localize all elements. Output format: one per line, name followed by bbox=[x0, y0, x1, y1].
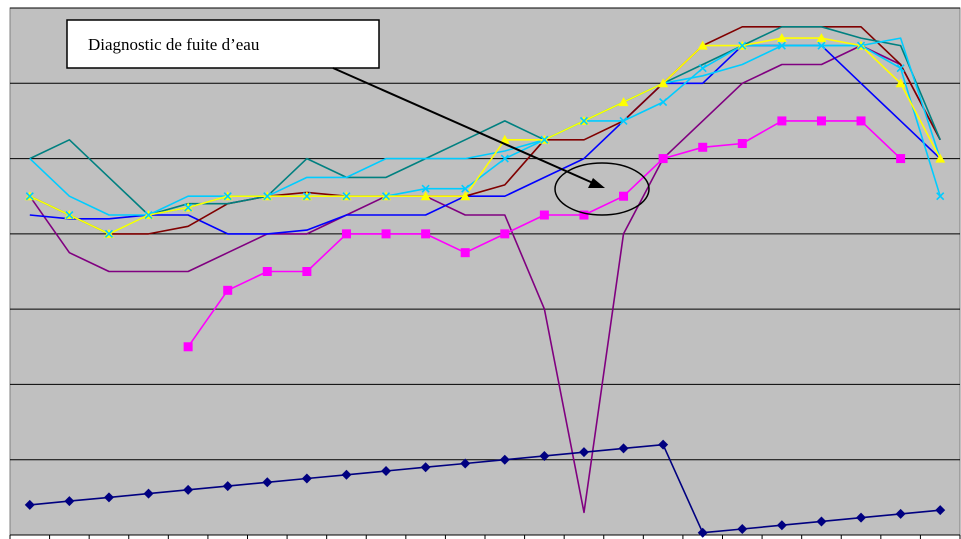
series-line bbox=[29, 26, 941, 216]
annotation-box bbox=[66, 19, 380, 69]
series-line bbox=[29, 37, 941, 235]
data-point bbox=[579, 210, 589, 220]
data-point bbox=[341, 469, 352, 480]
data-point bbox=[539, 450, 550, 461]
data-point bbox=[301, 473, 312, 484]
data-point bbox=[460, 248, 470, 258]
annotation-arrow bbox=[332, 67, 594, 184]
data-point bbox=[777, 41, 786, 50]
data-point bbox=[381, 466, 392, 477]
gridlines bbox=[10, 7, 960, 461]
data-point bbox=[658, 439, 669, 450]
data-point bbox=[698, 142, 708, 152]
annotation-callout: Diagnostic de fuite d’eau bbox=[66, 19, 650, 216]
data-point bbox=[816, 116, 826, 126]
data-point bbox=[302, 267, 312, 276]
data-point bbox=[856, 41, 866, 50]
data-point bbox=[103, 492, 114, 503]
data-point bbox=[341, 229, 351, 239]
data-point bbox=[420, 191, 431, 201]
data-point bbox=[420, 462, 431, 473]
data-point bbox=[895, 78, 906, 88]
data-point bbox=[25, 192, 34, 201]
data-point bbox=[461, 184, 470, 193]
data-point bbox=[776, 33, 787, 43]
data-point bbox=[618, 443, 629, 454]
data-point bbox=[499, 454, 510, 465]
data-point bbox=[144, 210, 153, 220]
data-point bbox=[302, 192, 311, 201]
data-point bbox=[24, 499, 35, 510]
x-axis-ticks bbox=[9, 534, 961, 539]
data-point bbox=[381, 229, 391, 239]
series-markers bbox=[24, 33, 946, 538]
series-line bbox=[29, 443, 941, 534]
annotation-text: Diagnostic de fuite d’eau bbox=[88, 35, 260, 54]
data-point bbox=[500, 154, 509, 163]
data-point bbox=[896, 64, 905, 73]
data-point bbox=[500, 229, 510, 239]
data-point bbox=[738, 41, 747, 50]
data-point bbox=[64, 496, 75, 507]
data-point bbox=[698, 64, 707, 73]
data-point bbox=[619, 116, 628, 125]
data-point bbox=[223, 285, 233, 295]
series-line bbox=[29, 44, 941, 514]
annotation-ellipse bbox=[554, 162, 650, 216]
data-point bbox=[776, 520, 787, 531]
data-point bbox=[816, 33, 827, 43]
data-point bbox=[697, 40, 708, 50]
data-point bbox=[460, 458, 471, 469]
data-point bbox=[697, 527, 708, 538]
data-point bbox=[143, 488, 154, 499]
data-point bbox=[658, 78, 669, 88]
data-point bbox=[817, 41, 826, 50]
data-point bbox=[342, 192, 351, 201]
data-point bbox=[183, 484, 194, 495]
data-point bbox=[936, 192, 945, 201]
data-point bbox=[184, 203, 193, 212]
data-point bbox=[460, 191, 471, 201]
data-point bbox=[262, 477, 273, 488]
data-point bbox=[65, 210, 74, 220]
data-point bbox=[619, 191, 629, 201]
data-point bbox=[381, 192, 391, 201]
data-point bbox=[578, 447, 589, 458]
data-point bbox=[262, 267, 272, 276]
data-point bbox=[658, 154, 668, 164]
data-point bbox=[816, 516, 827, 527]
data-point bbox=[618, 97, 629, 107]
data-point bbox=[539, 210, 549, 220]
data-point bbox=[896, 154, 906, 164]
data-point bbox=[659, 98, 668, 107]
data-point bbox=[856, 116, 866, 126]
data-point bbox=[421, 229, 431, 239]
data-point bbox=[222, 481, 233, 492]
data-point bbox=[104, 229, 114, 238]
data-point bbox=[223, 192, 232, 201]
data-point bbox=[777, 116, 787, 126]
data-point bbox=[499, 134, 510, 144]
data-point bbox=[540, 135, 549, 144]
data-point bbox=[263, 192, 272, 201]
data-point bbox=[737, 523, 748, 534]
data-point bbox=[579, 116, 589, 125]
annotation-arrowhead bbox=[588, 178, 605, 188]
data-point bbox=[895, 508, 906, 519]
data-point bbox=[183, 342, 193, 352]
data-point bbox=[421, 184, 430, 193]
data-point bbox=[935, 153, 946, 163]
data-point bbox=[935, 505, 946, 516]
data-point bbox=[737, 139, 747, 149]
data-point bbox=[856, 512, 867, 523]
